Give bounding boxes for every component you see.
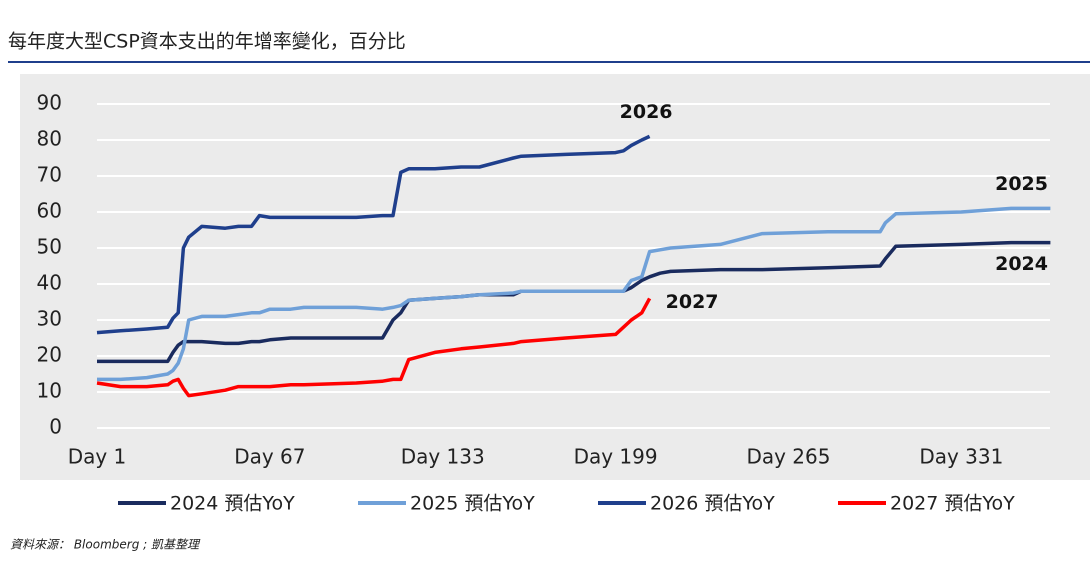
legend-label: 2027 預估YoY (890, 493, 1015, 515)
y-tick-label: 80 (37, 127, 62, 151)
y-tick-label: 50 (37, 235, 62, 259)
end-label: 2026 (620, 101, 673, 123)
y-tick-label: 60 (37, 199, 62, 223)
source-note: 資料來源： Bloomberg ; 凱基整理 (10, 538, 201, 552)
x-tick-label: Day 1 (68, 445, 127, 469)
series-line (96, 297, 652, 398)
end-label: 2027 (666, 291, 719, 313)
chart-title: 每年度大型CSP資本支出的年增率變化，百分比 (8, 31, 406, 53)
y-tick-label: 30 (37, 307, 62, 331)
y-tick-label: 70 (37, 163, 62, 187)
y-tick-label: 90 (37, 91, 62, 115)
y-tick-label: 20 (37, 343, 62, 367)
end-label: 2024 (995, 253, 1048, 275)
legend-label: 2024 預估YoY (170, 493, 295, 515)
x-tick-label: Day 265 (746, 445, 830, 469)
legend-label: 2026 預估YoY (650, 493, 775, 515)
legend-label: 2025 預估YoY (410, 493, 535, 515)
x-tick-label: Day 67 (234, 445, 305, 469)
grid (97, 103, 1050, 429)
series-line (96, 134, 651, 335)
y-tick-label: 0 (49, 415, 62, 439)
x-tick-label: Day 199 (574, 445, 658, 469)
legend-background (20, 480, 1090, 528)
x-tick-label: Day 133 (401, 445, 485, 469)
y-tick-label: 10 (37, 379, 62, 403)
end-label: 2025 (995, 173, 1048, 195)
plot-background (20, 74, 1090, 480)
series-line (97, 206, 1051, 382)
y-tick-label: 40 (37, 271, 62, 295)
x-tick-label: Day 331 (919, 445, 1003, 469)
lines (96, 134, 1051, 398)
